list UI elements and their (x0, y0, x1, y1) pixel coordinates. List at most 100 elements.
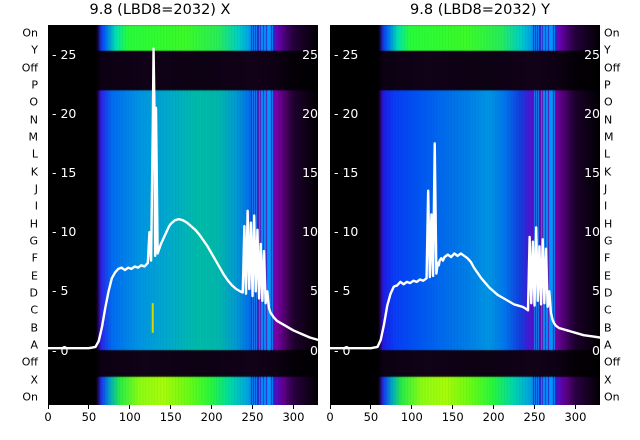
x-axis-tick: 50 (351, 405, 391, 424)
y-category-tick: I (34, 199, 38, 213)
y-category-tick: B (604, 321, 612, 335)
y-category-tick: C (30, 303, 38, 317)
y-category-tick: M (28, 130, 39, 144)
y-category-tick: D (604, 286, 613, 300)
x-tick-label: 0 (44, 410, 52, 424)
x-tick-label: 100 (118, 410, 141, 424)
y-numeric-tick: 20 (52, 107, 96, 121)
x-tick-label: 50 (81, 410, 97, 424)
x-tick-mark (211, 405, 213, 409)
y-category-tick: J (604, 182, 608, 196)
x-axis-panel-x: 0 50 100 150 200 250 300 (44, 405, 318, 439)
x-tick-mark (534, 405, 536, 409)
y-numeric-tick: 10 (52, 225, 96, 239)
y-category-tick: On (22, 26, 38, 40)
y-category-tick: G (29, 234, 38, 248)
y-category-tick: On (22, 390, 38, 404)
y-category-tick: N (604, 113, 613, 127)
x-tick-label: 150 (441, 410, 464, 424)
y-category-tick: H (29, 217, 38, 231)
y-numeric-tick: 10 (334, 225, 378, 239)
y-numeric-tick: 15 (334, 166, 378, 180)
y-category-tick: P (604, 78, 611, 92)
x-tick-mark (574, 405, 576, 409)
y-category-tick: K (604, 165, 612, 179)
x-axis-panel-y: 0 50 100 150 200 250 300 (326, 405, 600, 439)
y-numeric-tick: 15 (584, 164, 600, 180)
y-category-tick: H (604, 217, 613, 231)
y-axis-categories-left: On Y Off P O N M L K J I H G F E D C B A Off X On (8, 25, 38, 405)
y-numeric-tick: 0 (334, 344, 378, 357)
y-category-tick: B (30, 321, 38, 335)
y-category-tick: Y (31, 43, 38, 57)
y-numeric-tick: 25 (302, 46, 318, 62)
x-tick-label: 150 (159, 410, 182, 424)
x-tick-mark (88, 405, 90, 409)
y-category-tick: A (604, 338, 612, 352)
x-tick-mark (129, 405, 131, 409)
y-numeric-tick: 20 (584, 105, 600, 121)
x-tick-mark (493, 405, 495, 409)
x-tick-label: 300 (564, 410, 587, 424)
x-axis-tick: 150 (433, 405, 473, 424)
y-numeric-tick: 10 (584, 223, 600, 239)
x-tick-label: 100 (400, 410, 423, 424)
y-category-tick: Off (21, 61, 38, 75)
y-category-tick: On (604, 26, 620, 40)
y-numeric-tick: 10 (302, 223, 318, 239)
x-tick-label: 300 (282, 410, 305, 424)
y-category-tick: E (604, 269, 611, 283)
y-numeric-tick: 15 (52, 166, 96, 180)
y-category-tick: E (31, 269, 38, 283)
y-numeric-tick: 5 (310, 283, 318, 299)
y-numeric-tick: 0 (52, 344, 96, 357)
y-numeric-tick: 5 (52, 285, 96, 298)
y-category-tick: P (31, 78, 38, 92)
y-axis-numbers-y-left: 0 5 10 15 20 25 (334, 25, 378, 405)
y-category-tick: Y (604, 43, 611, 57)
x-axis-tick: 50 (69, 405, 109, 424)
y-axis-numbers-x-right: 0 5 10 15 20 25 (274, 25, 318, 405)
y-category-tick: Off (604, 355, 621, 369)
panel-y-plot-area[interactable] (330, 25, 600, 405)
x-axis-tick: 250 (233, 405, 273, 424)
x-tick-mark (252, 405, 254, 409)
y-numeric-tick: 0 (310, 342, 318, 358)
y-category-tick: Off (604, 61, 621, 75)
panel-x-title: 9.8 (LBD8=2032) X (89, 2, 231, 18)
x-tick-label: 200 (482, 410, 505, 424)
y-axis-numbers-x-left: 0 5 10 15 20 25 (52, 25, 96, 405)
y-category-tick: J (34, 182, 38, 196)
x-axis-tick: 0 (310, 405, 350, 424)
y-category-tick: K (30, 165, 38, 179)
y-numeric-tick: 0 (592, 342, 600, 358)
y-numeric-tick: 25 (584, 46, 600, 62)
y-axis-categories-right: On Y Off P O N M L K J I H G F E D C B A Off X On (604, 25, 634, 405)
x-tick-mark (411, 405, 413, 409)
x-tick-label: 250 (241, 410, 264, 424)
y-category-tick: G (604, 234, 613, 248)
y-numeric-tick: 25 (334, 48, 378, 61)
x-tick-mark (370, 405, 372, 409)
y-category-tick: F (31, 251, 38, 265)
x-axis-tick: 200 (192, 405, 232, 424)
y-category-tick: M (604, 130, 614, 144)
x-axis-tick: 150 (151, 405, 191, 424)
x-axis-tick: 100 (392, 405, 432, 424)
x-axis-tick: 0 (28, 405, 68, 424)
y-category-tick: X (30, 373, 38, 387)
panel-x-plot-area[interactable] (48, 25, 318, 405)
y-category-tick: A (30, 338, 38, 352)
y-numeric-tick: 25 (52, 48, 96, 61)
x-axis-tick: 300 (555, 405, 595, 424)
panel-x: 9.8 (LBD8=2032) X (48, 2, 318, 405)
y-category-tick: O (604, 95, 613, 109)
y-category-tick: D (29, 286, 38, 300)
y-numeric-tick: 5 (334, 285, 378, 298)
x-axis-tick: 100 (110, 405, 150, 424)
panel-y-title: 9.8 (LBD8=2032) Y (410, 2, 550, 18)
y-numeric-tick: 20 (334, 107, 378, 121)
y-category-tick: C (604, 303, 612, 317)
y-category-tick: L (31, 147, 38, 161)
